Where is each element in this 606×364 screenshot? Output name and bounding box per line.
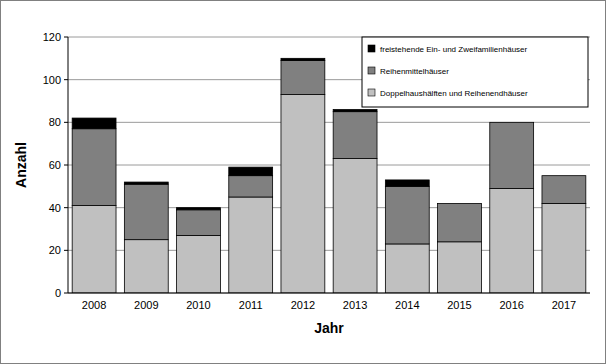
bar	[333, 110, 377, 112]
legend-label: freistehende Ein- und Zweifamilienhäuser	[380, 45, 528, 54]
tick	[64, 122, 68, 123]
x-label: Jahr	[314, 320, 344, 336]
bar	[229, 176, 273, 197]
tick	[64, 79, 68, 80]
bar	[229, 167, 273, 176]
bar	[333, 112, 377, 159]
bar	[72, 206, 116, 293]
chart: 0 20 40 60 80 100 120 2008 2009 2010 2011 2012 2013 2…	[0, 0, 606, 364]
tick-label: 20	[49, 244, 61, 256]
bar	[281, 60, 325, 94]
bar	[281, 58, 325, 60]
category-label: 2013	[343, 299, 367, 311]
category-label: 2008	[82, 299, 106, 311]
tick	[64, 207, 68, 208]
bar	[438, 203, 482, 204]
tick-label: 100	[43, 74, 61, 86]
bar	[385, 244, 429, 293]
bar	[124, 184, 168, 239]
bar	[385, 180, 429, 186]
legend-swatch	[368, 67, 375, 74]
bar	[542, 175, 586, 176]
bar	[177, 208, 221, 210]
y-axis	[68, 37, 69, 293]
category-label: 2015	[447, 299, 471, 311]
x-axis	[68, 293, 590, 294]
bar	[542, 176, 586, 204]
y-label: Anzahl	[13, 142, 29, 188]
category-label: 2017	[552, 299, 576, 311]
legend-label: Doppelhaushälften und Reihenendhäuser	[380, 89, 528, 98]
tick-label: 120	[43, 31, 61, 43]
bar	[281, 95, 325, 293]
bar	[333, 159, 377, 293]
bar	[124, 240, 168, 293]
bar	[72, 129, 116, 206]
bars	[72, 58, 586, 293]
bar	[542, 203, 586, 293]
tick-label: 40	[49, 202, 61, 214]
bar	[490, 122, 534, 188]
category-label: 2011	[239, 299, 263, 311]
tick-label: 80	[49, 116, 61, 128]
bar	[438, 242, 482, 293]
tick	[64, 293, 68, 294]
grid-line	[68, 293, 590, 294]
bar	[177, 210, 221, 236]
bar	[438, 203, 482, 241]
tick-label: 60	[49, 159, 61, 171]
category-label: 2012	[291, 299, 315, 311]
bar	[124, 182, 168, 184]
legend: freistehende Ein- und Zweifamilienhäuser…	[362, 37, 588, 107]
bar	[385, 186, 429, 244]
tick	[64, 165, 68, 166]
bar	[177, 235, 221, 293]
bar	[490, 122, 534, 123]
category-label: 2016	[499, 299, 523, 311]
tick	[64, 250, 68, 251]
bar	[72, 118, 116, 129]
category-label: 2009	[134, 299, 158, 311]
bar	[490, 188, 534, 293]
legend-swatch	[368, 45, 375, 52]
tick-label: 0	[55, 287, 61, 299]
legend-swatch	[368, 89, 375, 96]
category-label: 2014	[395, 299, 419, 311]
bar	[229, 197, 273, 293]
legend-box	[362, 37, 588, 107]
frame	[1, 1, 606, 364]
tick	[64, 37, 68, 38]
legend-label: Reihenmittelhäuser	[380, 67, 449, 76]
category-label: 2010	[186, 299, 210, 311]
